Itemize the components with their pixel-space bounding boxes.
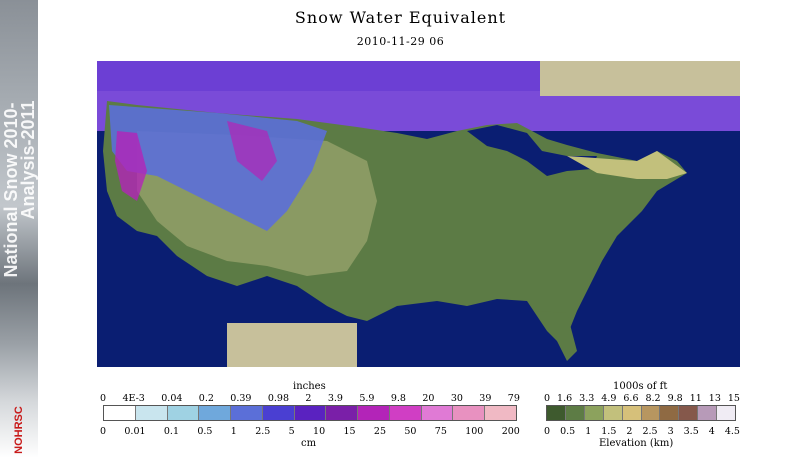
tick-label: 0 (544, 426, 551, 437)
tick-label: 6.6 (623, 393, 639, 404)
map-datetime: 2010-11-29 06 (356, 35, 445, 48)
swe-map (97, 61, 740, 367)
tick-label: 0 (544, 393, 551, 404)
tick-label: 0.1 (163, 426, 179, 437)
inch-ticks: 0 4E-3 0.04 0.2 0.39 0.98 2 3.9 5.9 9.8 20 30 39 79 (100, 393, 520, 404)
tick-label: 2.5 (255, 426, 271, 437)
tick-label: 3.3 (579, 393, 595, 404)
color-swatch (622, 406, 642, 420)
tick-label: 0.5 (197, 426, 213, 437)
tick-label: 3.5 (683, 426, 699, 437)
tick-label: 1.5 (601, 426, 617, 437)
tick-label: 3 (667, 426, 674, 437)
map-title: Snow Water Equivalent (294, 8, 507, 27)
northeast-snow (567, 151, 687, 179)
color-swatch (641, 406, 661, 420)
banner-title-line1: National Snow 2010- (1, 102, 21, 277)
tick-label: 5.9 (359, 393, 375, 404)
tick-label: 200 (501, 426, 520, 437)
tick-label: 1 (230, 426, 237, 437)
tick-label: 79 (507, 393, 520, 404)
swe-colorbar (103, 405, 517, 421)
color-swatch (660, 406, 680, 420)
tick-label: 3.9 (327, 393, 343, 404)
color-swatch (104, 406, 136, 420)
tick-label: 15 (343, 426, 356, 437)
tick-label: 30 (450, 393, 463, 404)
tick-label: 4E-3 (122, 393, 145, 404)
banner-title: National Snow 2010- Analysis-2011 NOHRSC (1, 100, 38, 454)
color-swatch (294, 406, 327, 420)
great-lakes (467, 125, 597, 176)
color-swatch (453, 406, 486, 420)
nohrsc-logo: NOHRSC (13, 406, 25, 454)
florida (537, 311, 577, 361)
elevation-colorbar (546, 405, 736, 421)
color-swatch (603, 406, 623, 420)
tick-label: 50 (404, 426, 417, 437)
tick-label: 0.2 (198, 393, 214, 404)
tick-label: 9.8 (667, 393, 683, 404)
tick-label: 10 (313, 426, 326, 437)
tick-label: 0.5 (560, 426, 576, 437)
rockies-snow (227, 121, 277, 181)
tick-label: 75 (434, 426, 447, 437)
color-swatch (698, 406, 718, 420)
tick-label: 0.98 (267, 393, 289, 404)
color-swatch (565, 406, 585, 420)
tick-label: 11 (689, 393, 702, 404)
swe-legend-title: inches (293, 381, 326, 392)
tick-label: 1 (585, 426, 592, 437)
tick-label: 0 (100, 393, 107, 404)
tick-label: 0.39 (230, 393, 252, 404)
cm-ticks: 0 0.01 0.1 0.5 1 2.5 5 10 15 25 50 75 100 200 (100, 426, 520, 437)
color-swatch (679, 406, 699, 420)
tick-label: 13 (708, 393, 721, 404)
tick-label: 2 (626, 426, 633, 437)
color-swatch (199, 406, 232, 420)
color-swatch (547, 406, 566, 420)
tick-label: 0.04 (161, 393, 183, 404)
color-swatch (262, 406, 295, 420)
ft-ticks: 0 1.6 3.3 4.9 6.6 8.2 9.8 11 13 15 (544, 393, 740, 404)
banner-title-line2: Analysis-2011 (18, 100, 38, 219)
tick-label: 4.9 (601, 393, 617, 404)
color-swatch (231, 406, 263, 420)
tick-label: 4 (708, 426, 715, 437)
tick-label: 25 (373, 426, 386, 437)
tick-label: 5 (288, 426, 295, 437)
tick-label: 4.5 (724, 426, 740, 437)
color-swatch (358, 406, 390, 420)
km-ticks: 0 0.5 1 1.5 2 2.5 3 3.5 4 4.5 (544, 426, 740, 437)
tick-label: 20 (422, 393, 435, 404)
tick-label: 2 (305, 393, 312, 404)
tick-label: 15 (727, 393, 740, 404)
tick-label: 2.5 (642, 426, 658, 437)
tick-label: 0.01 (124, 426, 146, 437)
color-swatch (167, 406, 200, 420)
elevation-legend-unit: Elevation (km) (599, 438, 674, 449)
color-swatch (584, 406, 604, 420)
swe-legend-unit: cm (301, 438, 317, 449)
west-snow (109, 105, 327, 231)
tick-label: 100 (465, 426, 484, 437)
tick-label: 8.2 (645, 393, 661, 404)
cascade-snow (115, 131, 147, 201)
color-swatch (717, 406, 736, 420)
tick-label: 0 (100, 426, 107, 437)
color-swatch (135, 406, 168, 420)
color-swatch (421, 406, 454, 420)
elevation-legend-title: 1000s of ft (613, 381, 668, 392)
color-swatch (389, 406, 422, 420)
color-swatch (326, 406, 359, 420)
mexico-no-data (227, 323, 357, 367)
tick-label: 1.6 (557, 393, 573, 404)
nsa-banner: National Snow 2010- Analysis-2011 NOHRSC (0, 0, 38, 458)
tick-label: 39 (479, 393, 492, 404)
no-data-region (540, 61, 740, 96)
tick-label: 9.8 (390, 393, 406, 404)
color-swatch (485, 406, 516, 420)
